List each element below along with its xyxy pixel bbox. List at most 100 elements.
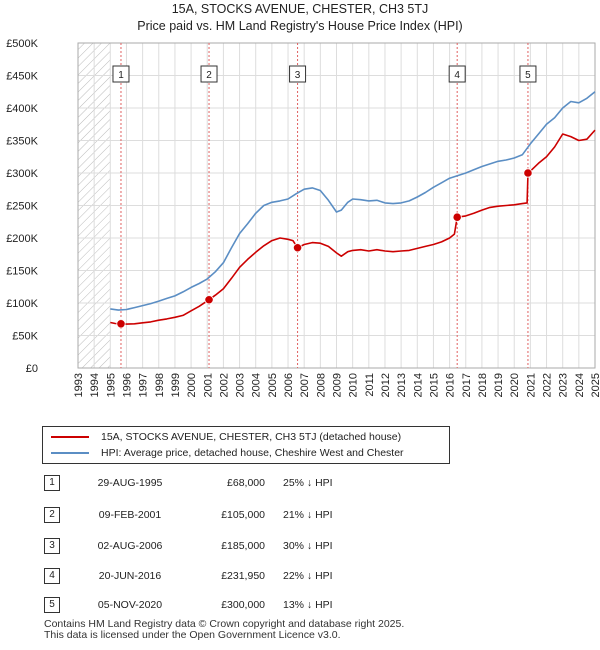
x-tick-label: 2024: [574, 373, 586, 397]
sale-hpi: 25% ↓ HPI: [283, 477, 333, 489]
sale-number: 2: [44, 507, 60, 523]
footer-copyright: Contains HM Land Registry data © Crown c…: [44, 618, 405, 630]
legend-label-property: 15A, STOCKS AVENUE, CHESTER, CH3 5TJ (de…: [101, 431, 402, 443]
sale-row: 2 09-FEB-2001 £105,000 21% ↓ HPI: [0, 507, 600, 527]
sale-price: £300,000: [221, 599, 265, 611]
sale-point: [452, 212, 462, 222]
sale-row: 1 29-AUG-1995 £68,000 25% ↓ HPI: [0, 475, 600, 495]
legend-label-hpi: HPI: Average price, detached house, Ches…: [101, 447, 404, 459]
legend-swatch-hpi: [51, 452, 89, 454]
sale-hpi: 30% ↓ HPI: [283, 540, 333, 552]
x-tick-label: 2020: [509, 373, 521, 397]
sale-hpi: 22% ↓ HPI: [283, 570, 333, 582]
y-tick-label: £450K: [6, 71, 38, 83]
chart-subtitle: Price paid vs. HM Land Registry's House …: [137, 19, 463, 33]
series-line-hpi: [110, 91, 596, 311]
x-tick-label: 2025: [590, 373, 600, 397]
sale-row: 3 02-AUG-2006 £185,000 30% ↓ HPI: [0, 538, 600, 558]
sale-row: 4 20-JUN-2016 £231,950 22% ↓ HPI: [0, 568, 600, 588]
footer-notice: Contains HM Land Registry data © Crown c…: [44, 619, 404, 641]
sale-point: [292, 243, 303, 253]
sale-label-text: 5: [525, 70, 531, 81]
y-tick-label: £250K: [6, 201, 38, 213]
x-tick-label: 1994: [89, 373, 101, 397]
sale-date: 05-NOV-2020: [97, 599, 163, 611]
plot-frame: [77, 42, 596, 369]
y-tick-label: £100K: [6, 298, 38, 310]
sale-label-box: [112, 65, 130, 83]
chart-title: 15A, STOCKS AVENUE, CHESTER, CH3 5TJ: [171, 2, 429, 16]
x-tick-label: 1993: [73, 373, 85, 397]
x-tick-label: 2014: [412, 373, 424, 397]
sale-label-box: [519, 65, 537, 83]
y-tick-label: £400K: [6, 103, 38, 115]
legend: 15A, STOCKS AVENUE, CHESTER, CH3 5TJ (de…: [42, 426, 450, 464]
x-tick-label: 2002: [218, 373, 230, 397]
sale-number: 3: [44, 538, 60, 554]
y-tick-label: £50K: [12, 331, 38, 343]
sale-point: [204, 295, 214, 305]
legend-item-hpi: HPI: Average price, detached house, Ches…: [51, 446, 404, 460]
y-tick-label: £500K: [6, 38, 38, 50]
x-tick-label: 2017: [461, 373, 473, 397]
x-tick-label: 2000: [186, 373, 198, 397]
x-tick-label: 2008: [315, 373, 327, 397]
y-tick-label: £0: [26, 363, 38, 375]
legend-swatch-property: [51, 436, 89, 438]
sale-price: £231,950: [221, 570, 265, 582]
sale-label-box: [289, 65, 307, 83]
x-tick-label: 2016: [445, 373, 457, 397]
x-tick-label: 1997: [138, 373, 150, 397]
y-tick-label: £300K: [6, 168, 38, 180]
x-tick-label: 2004: [251, 373, 263, 397]
x-tick-label: 2023: [558, 373, 570, 397]
x-tick-label: 2022: [542, 373, 554, 397]
sale-point: [116, 319, 126, 329]
x-tick-label: 2005: [267, 373, 279, 397]
y-tick-label: £200K: [6, 233, 38, 245]
sale-price: £68,000: [227, 477, 265, 489]
x-tick-label: 2001: [202, 373, 214, 397]
sale-date: 09-FEB-2001: [98, 509, 162, 521]
y-tick-label: £150K: [6, 266, 38, 278]
x-tick-label: 2018: [477, 373, 489, 397]
x-tick-label: 2012: [380, 373, 392, 397]
sale-point: [523, 168, 533, 178]
x-tick-label: 2011: [364, 373, 376, 397]
series-line-property: [110, 129, 596, 325]
x-tick-label: 2021: [525, 373, 537, 397]
footer-licence: This data is licensed under the Open Gov…: [44, 629, 341, 641]
sale-price: £185,000: [221, 540, 265, 552]
sale-number: 1: [44, 475, 60, 491]
x-tick-label: 2013: [396, 373, 408, 397]
x-tick-label: 2006: [283, 373, 295, 397]
sale-date: 29-AUG-1995: [97, 477, 163, 489]
sale-date: 20-JUN-2016: [98, 570, 162, 582]
x-tick-label: 2003: [235, 373, 247, 397]
x-tick-label: 2010: [348, 373, 360, 397]
price-chart: 1993 1994 1995 1996 1997 1998 1999 2000 2001 2002…: [6, 38, 600, 397]
sale-row: 5 05-NOV-2020 £300,000 13% ↓ HPI: [0, 597, 600, 617]
sale-date: 02-AUG-2006: [97, 540, 163, 552]
x-tick-label: 1996: [121, 373, 133, 397]
sale-label-text: 1: [118, 70, 124, 81]
sale-label-box: [448, 65, 466, 83]
sale-label-text: 2: [206, 70, 212, 81]
x-tick-label: 2015: [428, 373, 440, 397]
x-tick-label: 2009: [332, 373, 344, 397]
x-tick-label: 1999: [170, 373, 182, 397]
sale-label-text: 4: [454, 70, 460, 81]
sale-hpi: 21% ↓ HPI: [283, 509, 333, 521]
sale-price: £105,000: [221, 509, 265, 521]
sale-number: 5: [44, 597, 60, 613]
y-tick-label: £350K: [6, 136, 38, 148]
sale-hpi: 13% ↓ HPI: [283, 599, 333, 611]
x-tick-label: 1995: [105, 373, 117, 397]
sale-label-box: [200, 65, 218, 83]
x-tick-label: 2007: [299, 373, 311, 397]
x-tick-label: 2019: [493, 373, 505, 397]
sale-number: 4: [44, 568, 60, 584]
x-tick-label: 1998: [154, 373, 166, 397]
sale-label-text: 3: [295, 70, 301, 81]
legend-item-property: 15A, STOCKS AVENUE, CHESTER, CH3 5TJ (de…: [51, 430, 401, 444]
